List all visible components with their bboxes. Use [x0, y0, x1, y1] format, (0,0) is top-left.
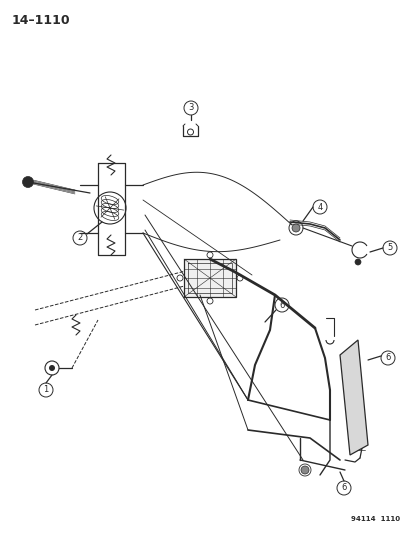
Text: 14–1110: 14–1110 [12, 14, 71, 27]
Circle shape [354, 259, 360, 265]
Text: 1: 1 [43, 385, 48, 394]
Text: 6: 6 [340, 483, 346, 492]
Text: 2: 2 [77, 233, 83, 243]
Circle shape [291, 224, 299, 232]
Bar [183, 259, 235, 297]
Circle shape [300, 466, 308, 474]
Polygon shape [339, 340, 367, 455]
Text: 6: 6 [279, 301, 284, 310]
Circle shape [22, 176, 33, 188]
Text: 94114  1110: 94114 1110 [350, 516, 399, 522]
Text: 4: 4 [317, 203, 322, 212]
Circle shape [49, 365, 55, 371]
Text: 3: 3 [188, 103, 193, 112]
Text: 5: 5 [387, 244, 392, 253]
Text: 6: 6 [385, 353, 390, 362]
